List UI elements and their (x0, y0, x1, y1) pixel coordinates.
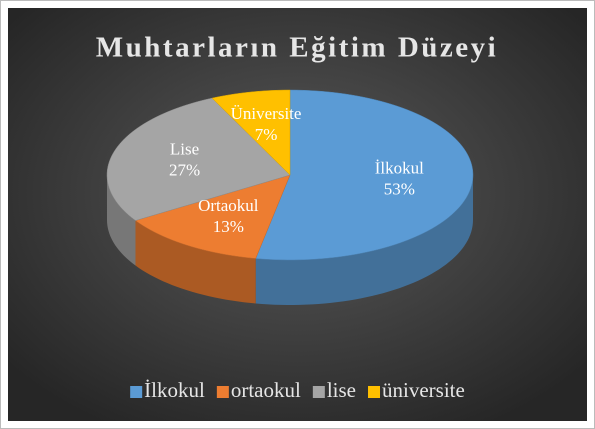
slice (134, 174, 291, 259)
legend-swatch (368, 386, 381, 398)
data-label-value: 53% (384, 180, 415, 199)
chart-title: Muhtarların Eğitim Düzeyi (96, 32, 498, 64)
data-label-name: Lise (170, 140, 199, 159)
legend-label: üniversite (382, 378, 465, 402)
data-label-value: 27% (169, 161, 200, 180)
data-label-value: 13% (213, 217, 244, 236)
slice (255, 89, 474, 261)
slice-side (255, 175, 473, 305)
legend-swatch (312, 386, 325, 398)
legend-label: İlkokul (144, 378, 205, 402)
legend-label: ortaokul (231, 378, 301, 402)
legend-swatch (130, 386, 143, 398)
legend-label: lise (327, 378, 356, 402)
data-label-value: 7% (255, 125, 278, 144)
slice (106, 97, 291, 221)
data-label-name: Ortaokul (198, 196, 259, 215)
slice (211, 89, 291, 176)
data-label-name: Üniversite (231, 104, 302, 123)
legend-swatch (216, 386, 229, 398)
data-label-name: İlkokul (375, 159, 424, 178)
slice-side (107, 175, 136, 266)
slice-side (135, 220, 256, 304)
legend: İlkokul ortaokul lise üniversite (130, 378, 465, 402)
